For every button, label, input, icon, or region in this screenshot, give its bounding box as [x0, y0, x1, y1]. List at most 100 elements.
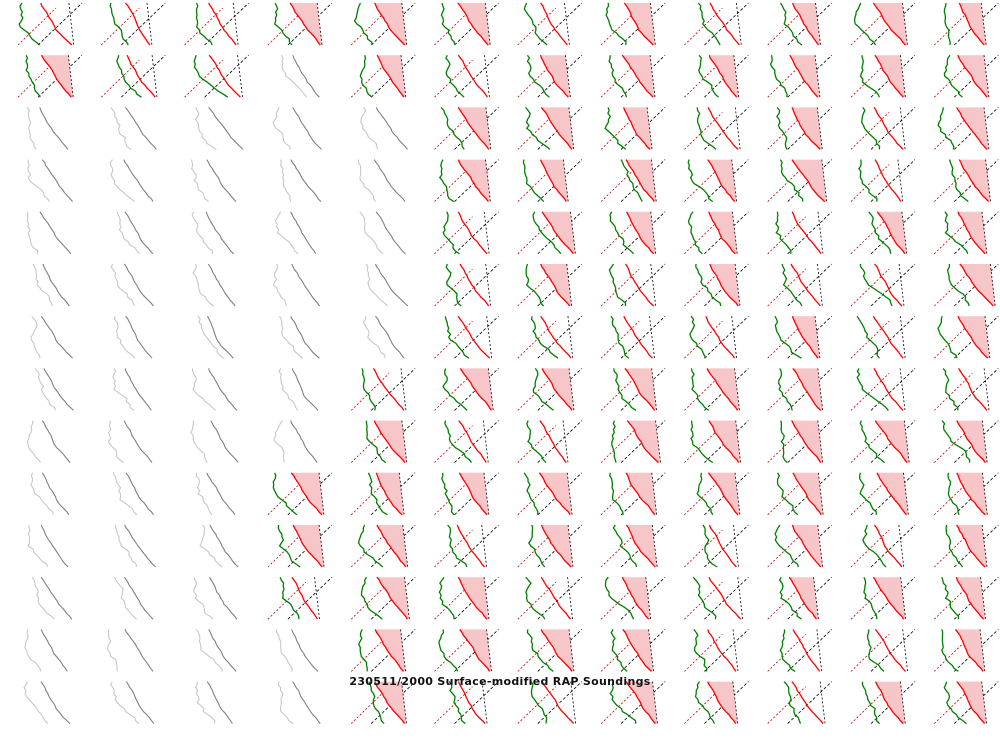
dewpoint-line	[776, 106, 788, 150]
temperature-line	[123, 159, 154, 202]
sounding-cell	[279, 315, 320, 359]
dewpoint-line	[779, 629, 796, 672]
dewpoint-line	[696, 472, 714, 516]
temperature-line	[792, 472, 822, 516]
temperature-line	[625, 524, 656, 568]
dewpoint-line	[525, 576, 546, 620]
dewpoint-line	[440, 106, 465, 150]
dewpoint-line	[774, 524, 800, 568]
dewpoint-line	[690, 420, 714, 464]
sounding-cell	[934, 2, 999, 46]
dewpoint-line	[279, 576, 300, 620]
parcel-line	[817, 472, 824, 515]
sounding-cell	[199, 524, 239, 568]
cape-fill	[540, 264, 572, 306]
temperature-line	[124, 629, 154, 672]
parcel-line	[568, 368, 575, 411]
sounding-cell	[32, 263, 70, 307]
reference-line	[517, 320, 557, 359]
reference-line	[787, 211, 832, 255]
parcel-line	[731, 159, 737, 202]
sounding-cell	[116, 211, 154, 255]
cape-fill	[959, 159, 991, 202]
dewpoint-line	[110, 681, 140, 724]
sounding-cell	[190, 159, 237, 203]
sounding-cell	[934, 107, 999, 150]
dewpoint-line	[946, 264, 970, 307]
temperature-line	[873, 107, 904, 150]
dewpoint-line	[26, 420, 41, 463]
cape-fill	[957, 211, 987, 254]
parcel-line	[819, 681, 826, 724]
parcel-line	[651, 472, 658, 515]
dewpoint-line	[611, 420, 617, 463]
sounding-cell	[357, 159, 406, 202]
parcel-line	[649, 316, 655, 359]
parcel-line	[979, 629, 986, 672]
reference-line	[434, 529, 473, 568]
parcel-line	[903, 420, 910, 463]
dewpoint-line	[943, 2, 951, 46]
dewpoint-line	[530, 681, 548, 724]
temperature-line	[956, 107, 988, 150]
cape-fill	[377, 55, 406, 98]
cape-fill	[873, 577, 906, 620]
temperature-line	[42, 263, 70, 307]
temperature-line	[208, 629, 237, 672]
parcel-line	[817, 368, 824, 411]
temperature-line	[43, 368, 74, 411]
temperature-line	[290, 211, 317, 255]
parcel-line	[989, 263, 996, 307]
temperature-line	[206, 472, 236, 516]
sounding-cell	[195, 629, 237, 672]
reference-line	[684, 320, 723, 359]
dewpoint-line	[610, 629, 628, 672]
temperature-line	[956, 420, 986, 463]
temperature-line	[792, 2, 820, 46]
temperature-line	[125, 472, 154, 516]
sounding-cell	[267, 524, 333, 568]
dewpoint-line	[776, 472, 799, 516]
parcel-line	[900, 577, 906, 620]
dewpoint-line	[609, 211, 635, 255]
dewpoint-line	[30, 472, 54, 515]
temperature-line	[373, 159, 406, 202]
parcel-line	[567, 316, 574, 359]
sounding-cell	[273, 420, 318, 463]
cape-fill	[709, 264, 740, 306]
temperature-line	[457, 315, 491, 359]
parcel-line	[567, 577, 573, 620]
cape-fill	[376, 577, 410, 620]
parcel-line	[401, 420, 408, 463]
temperature-line	[792, 629, 821, 672]
sounding-cell	[850, 681, 916, 725]
temperature-line	[540, 576, 572, 620]
sounding-cell	[278, 368, 319, 411]
temperature-line	[126, 54, 156, 98]
dewpoint-line	[689, 315, 707, 359]
dewpoint-line	[690, 368, 709, 411]
reference-line	[787, 629, 832, 672]
temperature-line	[791, 211, 822, 255]
sounding-cell	[274, 211, 317, 255]
sounding-cell	[767, 106, 832, 150]
temperature-line	[705, 315, 736, 359]
sounding-cell	[684, 54, 749, 98]
dewpoint-line	[442, 368, 468, 411]
sounding-cell	[600, 681, 666, 725]
reference-line	[517, 581, 557, 620]
dewpoint-line	[25, 54, 41, 98]
temperature-line	[621, 576, 650, 620]
reference-line	[704, 107, 749, 150]
sounding-cell	[26, 107, 69, 150]
temperature-line	[124, 211, 154, 255]
sounding-cell	[113, 315, 153, 359]
parcel-line	[734, 472, 741, 515]
temperature-line	[291, 629, 319, 672]
temperature-line	[208, 54, 241, 98]
temperature-line	[457, 159, 489, 203]
sounding-cell	[434, 368, 499, 411]
dewpoint-line	[613, 368, 637, 411]
parcel-line	[648, 629, 654, 672]
dewpoint-line	[945, 524, 964, 568]
